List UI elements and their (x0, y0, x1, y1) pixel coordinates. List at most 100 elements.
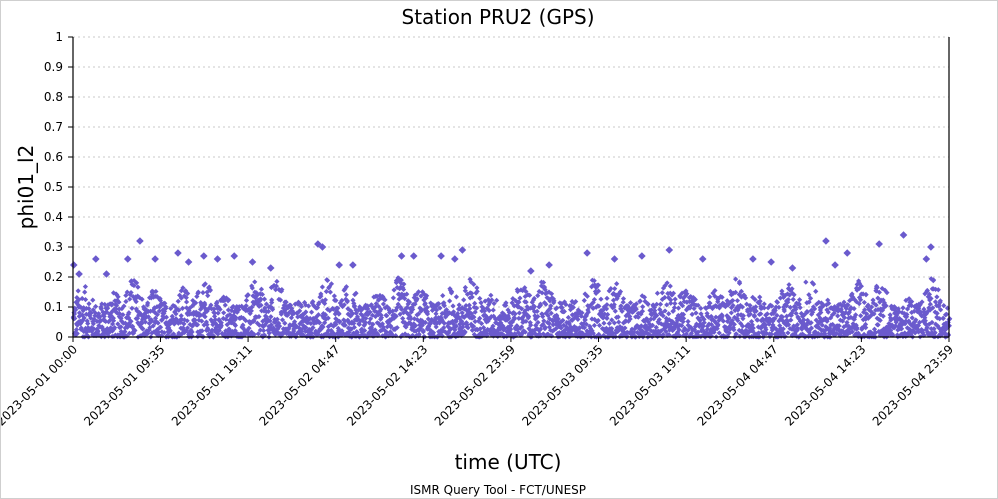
dense-point (140, 326, 146, 332)
dense-point (103, 327, 109, 333)
dense-point (301, 311, 307, 317)
dense-point (276, 320, 282, 326)
dense-point (369, 312, 376, 318)
dense-point (128, 278, 135, 284)
dense-point (550, 296, 557, 302)
dense-point (911, 308, 917, 314)
dense-point (887, 312, 893, 318)
dense-point (579, 310, 585, 316)
dense-point (818, 331, 824, 337)
dense-point (887, 323, 893, 329)
dense-point (362, 319, 368, 325)
dense-point (808, 320, 814, 326)
dense-point (688, 330, 695, 336)
dense-point (437, 305, 443, 311)
data-points (69, 231, 953, 340)
dense-point (233, 314, 239, 320)
dense-point (554, 305, 560, 311)
dense-point (184, 325, 191, 331)
dense-point (291, 321, 297, 327)
dense-point (83, 305, 90, 312)
dense-point (571, 300, 577, 306)
dense-point (543, 310, 549, 316)
dense-point (604, 295, 610, 301)
dense-point (535, 319, 541, 326)
dense-point (780, 330, 786, 336)
dense-point (231, 309, 238, 315)
dense-point (829, 312, 836, 318)
dense-point (762, 322, 769, 328)
dense-point (565, 314, 571, 321)
dense-point (511, 315, 517, 321)
dense-point (641, 294, 648, 300)
dense-point (944, 311, 950, 317)
dense-point (748, 323, 754, 329)
dense-point (728, 292, 735, 298)
dense-point (398, 280, 404, 286)
dense-point (335, 305, 341, 311)
dense-point (825, 309, 831, 315)
dense-point (341, 302, 347, 308)
dense-point (572, 315, 578, 321)
dense-point (514, 326, 520, 332)
dense-point (824, 316, 830, 323)
dense-point (601, 320, 607, 326)
dense-point (520, 319, 527, 325)
dense-point (552, 317, 558, 324)
dense-point (659, 296, 665, 303)
dense-point (634, 323, 640, 329)
dense-point (545, 331, 551, 337)
dense-point (740, 323, 746, 329)
dense-point (448, 290, 455, 296)
dense-point (604, 302, 610, 308)
dense-point (297, 308, 303, 314)
dense-point (438, 314, 444, 320)
dense-point (584, 293, 590, 299)
dense-point (122, 325, 128, 331)
dense-point (912, 330, 918, 336)
data-point-5 (136, 237, 144, 245)
dense-point (915, 328, 921, 334)
dense-point (540, 331, 546, 337)
dense-point (569, 298, 575, 305)
dense-point (923, 326, 929, 333)
dense-point (726, 330, 732, 336)
dense-point (824, 307, 830, 313)
dense-point (921, 306, 927, 312)
dense-point (685, 327, 691, 334)
dense-point (856, 301, 862, 307)
dense-point (273, 287, 279, 293)
dense-point (265, 308, 272, 314)
dense-point (888, 317, 894, 323)
dense-point (453, 294, 460, 300)
dense-point (929, 319, 935, 326)
dense-point (818, 309, 824, 316)
dense-point (719, 294, 725, 300)
dense-point (611, 290, 617, 297)
dense-point (664, 302, 670, 308)
dense-point (74, 322, 81, 328)
dense-point (879, 307, 886, 313)
dense-point (215, 310, 221, 316)
dense-point (511, 310, 517, 316)
dense-point (211, 306, 217, 312)
dense-point (732, 307, 738, 313)
dense-point (258, 286, 265, 292)
dense-point (365, 306, 371, 312)
dense-point (212, 316, 218, 323)
dense-point (193, 300, 199, 306)
dense-point (88, 310, 94, 316)
dense-point (850, 294, 856, 300)
dense-point (766, 321, 772, 327)
dense-point (368, 324, 375, 330)
dense-point (116, 306, 122, 312)
dense-point (132, 295, 139, 302)
dense-point (411, 295, 417, 301)
dense-point (449, 311, 455, 317)
dense-point (664, 280, 670, 286)
dense-point (479, 304, 485, 310)
dense-point (676, 327, 682, 333)
dense-point (858, 297, 864, 303)
dense-point (205, 293, 211, 299)
dense-point (83, 325, 89, 331)
